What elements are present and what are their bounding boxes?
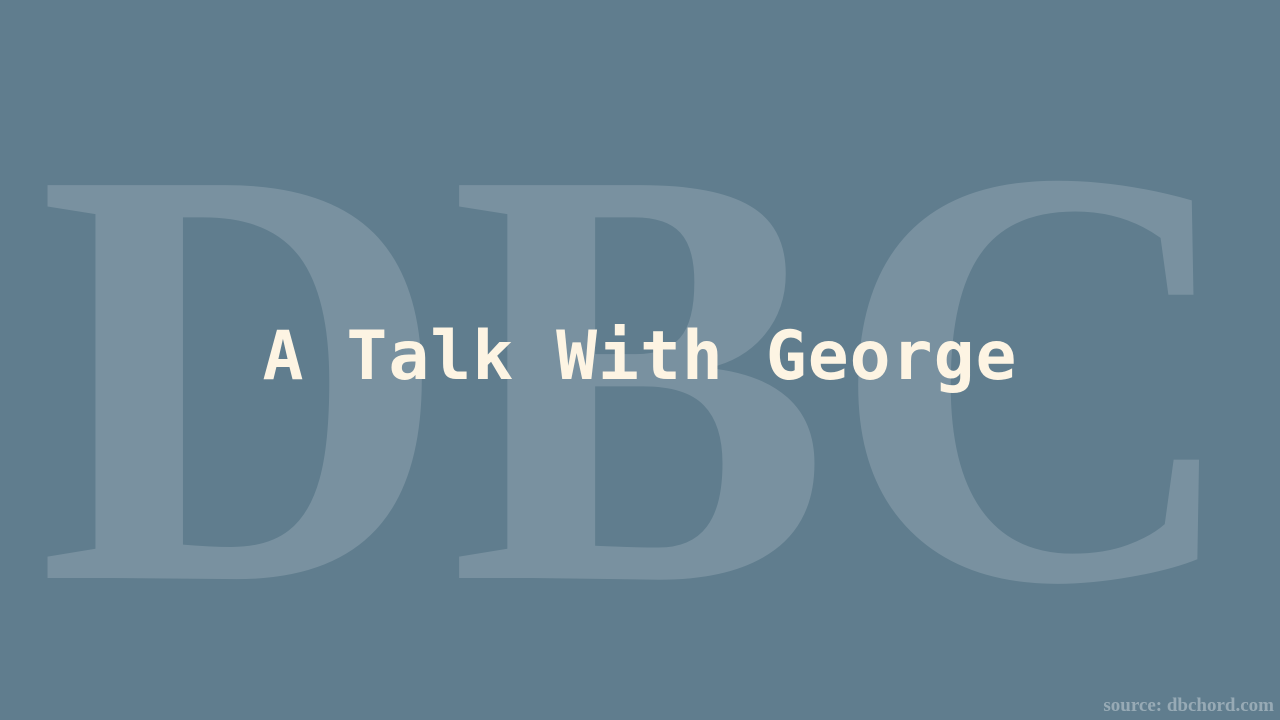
page-title: A Talk With George [262,317,1018,396]
source-credit: source: dbchord.com [1103,695,1274,716]
dbc-watermark-text: DBC [38,43,1243,708]
